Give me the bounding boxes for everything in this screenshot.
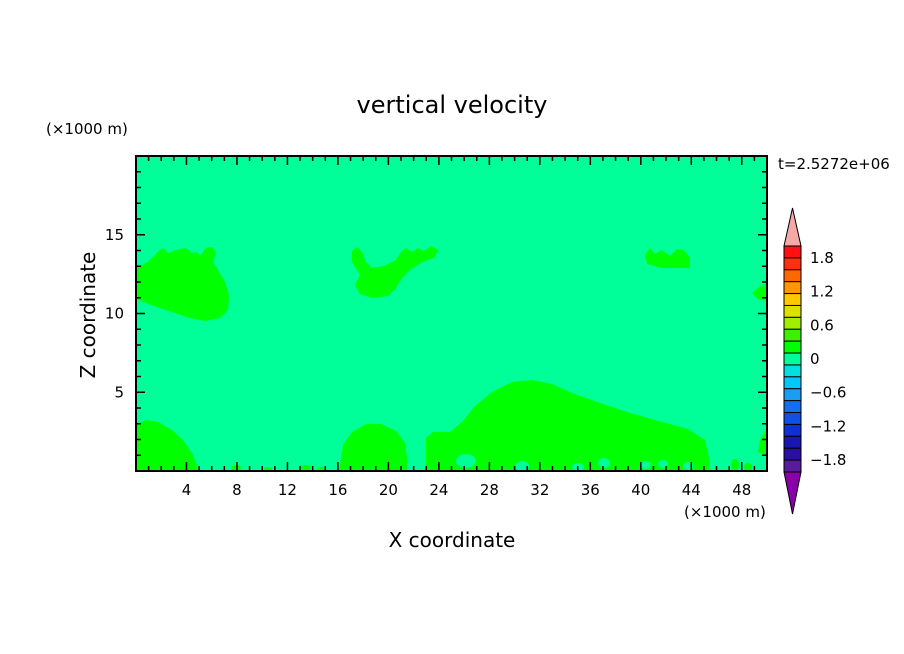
colorbar-box bbox=[783, 340, 802, 354]
colorbar-box bbox=[783, 364, 802, 378]
field-background bbox=[136, 156, 767, 471]
updraft-region-lower-left bbox=[136, 420, 199, 471]
updraft-region-upper-left bbox=[136, 247, 229, 321]
x-tick-label: 24 bbox=[429, 481, 448, 499]
x-tick-label: 28 bbox=[480, 481, 499, 499]
y-unit-label: (×1000 m) bbox=[46, 120, 128, 138]
colorbar-box bbox=[783, 304, 802, 318]
colorbar-box bbox=[783, 400, 802, 414]
colorbar-box bbox=[783, 316, 802, 330]
colorbar-bottom-triangle bbox=[783, 471, 802, 515]
updraft-region-edge-right bbox=[752, 283, 767, 301]
x-unit-label: (×1000 m) bbox=[684, 503, 766, 521]
y-axis-label: Z coordinate bbox=[76, 252, 100, 379]
x-tick-label: 12 bbox=[278, 481, 297, 499]
x-tick-label: 32 bbox=[530, 481, 549, 499]
x-tick-label: 44 bbox=[682, 481, 701, 499]
colorbar-box bbox=[783, 352, 802, 366]
y-tick-label: 15 bbox=[105, 226, 124, 244]
updraft-region-upper-right bbox=[645, 248, 690, 268]
contour-field bbox=[136, 156, 767, 471]
x-tick-label: 16 bbox=[328, 481, 347, 499]
chart-title: vertical velocity bbox=[357, 91, 548, 119]
updraft-region-lower-right bbox=[426, 380, 709, 471]
x-tick-label: 40 bbox=[631, 481, 650, 499]
updraft-region-lower-mid bbox=[339, 424, 407, 471]
colorbar-label: −1.2 bbox=[810, 417, 846, 435]
colorbar-box bbox=[783, 328, 802, 342]
x-tick-label: 20 bbox=[379, 481, 398, 499]
colorbar-box bbox=[783, 245, 802, 259]
colorbar-label: 1.2 bbox=[810, 283, 834, 301]
colorbar-labels: 1.8 1.2 0.6 0 −0.6 −1.2 −1.8 bbox=[810, 249, 846, 469]
surface-speckles bbox=[201, 454, 693, 471]
colorbar-label: 0 bbox=[810, 350, 820, 368]
colorbar-box bbox=[783, 447, 802, 461]
y-tick-label: 5 bbox=[114, 383, 124, 401]
colorbar bbox=[783, 207, 802, 515]
colorbar-box bbox=[783, 435, 802, 449]
colorbar-top-triangle bbox=[783, 207, 802, 247]
x-axis-label: X coordinate bbox=[389, 528, 516, 552]
x-tick-label: 36 bbox=[581, 481, 600, 499]
y-tick-label: 10 bbox=[105, 305, 124, 323]
colorbar-label: 0.6 bbox=[810, 316, 834, 334]
updraft-region-upper-mid bbox=[352, 246, 438, 298]
colorbar-label: −0.6 bbox=[810, 384, 846, 402]
time-label: t=2.5272e+06 bbox=[778, 155, 890, 173]
colorbar-box bbox=[783, 293, 802, 306]
colorbar-box bbox=[783, 281, 802, 295]
x-tick-label: 8 bbox=[232, 481, 242, 499]
colorbar-box bbox=[783, 423, 802, 437]
y-ticks: 5 10 15 bbox=[105, 171, 767, 456]
updraft-region-edge-bottom-right bbox=[758, 428, 767, 456]
colorbar-label: −1.8 bbox=[810, 451, 846, 469]
colorbar-box bbox=[783, 412, 802, 425]
x-tick-label: 48 bbox=[732, 481, 751, 499]
colorbar-box bbox=[783, 257, 802, 271]
x-ticks: 4 8 12 16 20 24 28 32 36 40 44 48 bbox=[147, 156, 756, 499]
colorbar-label: 1.8 bbox=[810, 249, 834, 267]
colorbar-box bbox=[783, 269, 802, 283]
x-tick-label: 4 bbox=[182, 481, 192, 499]
colorbar-box bbox=[783, 376, 802, 390]
colorbar-box bbox=[783, 388, 802, 402]
colorbar-box bbox=[783, 459, 802, 473]
